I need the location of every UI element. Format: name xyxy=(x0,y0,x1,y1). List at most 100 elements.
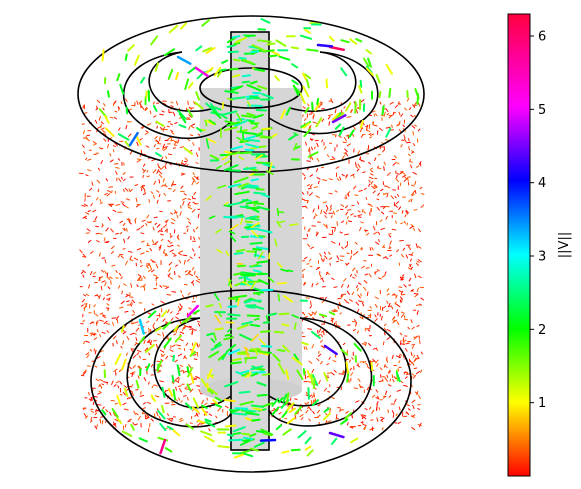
vector-arrow xyxy=(100,160,103,165)
vector-arrow xyxy=(328,178,333,181)
vector-arrow xyxy=(316,157,320,162)
vector-arrow xyxy=(357,201,360,205)
vector-arrow xyxy=(205,304,214,308)
vector-arrow xyxy=(144,343,155,354)
vector-arrow xyxy=(168,273,171,277)
vector-arrow xyxy=(196,181,200,185)
vector-arrow xyxy=(344,148,348,153)
vector-arrow xyxy=(303,281,306,286)
vector-arrow xyxy=(192,282,194,286)
vector-arrow xyxy=(414,88,420,100)
vector-arrow xyxy=(212,399,219,405)
vector-arrow xyxy=(293,132,299,136)
vector-arrow xyxy=(335,166,340,169)
vector-arrow xyxy=(126,218,131,222)
vector-arrow xyxy=(333,308,338,312)
vector-arrow xyxy=(240,273,256,277)
vector-arrow xyxy=(252,407,263,411)
vector-arrow xyxy=(345,211,349,216)
vector-arrow xyxy=(243,346,249,351)
vector-arrow xyxy=(191,209,196,213)
vector-arrow xyxy=(403,339,407,342)
vector-arrow xyxy=(171,375,175,383)
vector-arrow xyxy=(361,208,364,213)
vector-arrow xyxy=(336,255,340,260)
vector-arrow xyxy=(343,137,347,142)
vector-arrow xyxy=(354,318,357,323)
vector-arrow xyxy=(132,364,136,369)
vector-arrow xyxy=(407,153,411,157)
vector-arrow xyxy=(140,76,146,84)
vector-arrow xyxy=(355,251,359,254)
vector-arrow xyxy=(386,310,389,313)
vector-arrow xyxy=(289,397,292,401)
vector-arrow xyxy=(98,276,101,281)
vector-arrow xyxy=(408,358,411,363)
vector-arrow xyxy=(96,329,99,333)
vector-arrow xyxy=(216,248,223,254)
vector-arrow xyxy=(315,282,319,286)
vector-arrow xyxy=(156,125,158,129)
vector-arrow xyxy=(416,165,420,168)
vector-arrow xyxy=(172,389,177,401)
vector-arrow xyxy=(176,101,179,106)
vector-arrow xyxy=(100,285,103,291)
vector-arrow xyxy=(325,272,330,275)
vector-arrow xyxy=(375,389,379,393)
vector-arrow xyxy=(421,193,425,195)
vector-arrow xyxy=(146,340,150,343)
vector-arrow xyxy=(236,136,243,141)
vector-arrow xyxy=(186,326,192,328)
vector-arrow xyxy=(171,417,174,422)
vector-arrow xyxy=(278,55,291,61)
vector-arrow xyxy=(95,225,99,228)
vector-arrow xyxy=(130,332,135,336)
vector-arrow xyxy=(103,237,106,242)
vector-arrow xyxy=(406,97,410,102)
vector-arrow xyxy=(205,138,210,149)
vector-arrow xyxy=(375,359,379,364)
vector-arrow xyxy=(303,118,307,121)
vector-arrow xyxy=(377,153,381,156)
vector-arrow xyxy=(291,63,299,69)
vector-arrow xyxy=(418,228,421,233)
vector-arrow xyxy=(244,373,251,379)
vector-arrow xyxy=(320,257,324,262)
vector-arrow xyxy=(188,81,194,89)
vector-arrow xyxy=(182,201,185,206)
vector-arrow xyxy=(275,424,283,431)
vector-arrow xyxy=(385,257,389,260)
vector-arrow xyxy=(357,308,360,313)
vector-arrow xyxy=(341,220,345,223)
vector-arrow xyxy=(339,259,344,261)
vector-arrow xyxy=(170,311,173,314)
vector-arrow xyxy=(291,356,303,366)
vector-arrow xyxy=(375,73,381,84)
vector-arrow xyxy=(258,145,267,149)
vector-arrow xyxy=(89,349,93,352)
vector-arrow xyxy=(101,49,105,62)
vector-arrow xyxy=(141,219,146,222)
vector-arrow xyxy=(420,369,423,373)
vector-arrow xyxy=(314,146,316,150)
vector-arrow xyxy=(303,176,306,180)
vector-arrow xyxy=(259,438,277,442)
vector-arrow xyxy=(385,127,392,138)
vector-arrow xyxy=(364,273,368,276)
vector-arrow xyxy=(341,155,345,160)
vector-arrow xyxy=(375,406,378,411)
vector-arrow xyxy=(256,205,270,211)
vector-arrow xyxy=(170,212,173,215)
vector-arrow xyxy=(315,232,319,237)
vector-arrow xyxy=(326,208,328,212)
vector-arrow xyxy=(181,294,185,299)
vector-arrow xyxy=(314,311,317,316)
vector-arrow xyxy=(345,102,352,112)
vector-arrow xyxy=(151,159,156,162)
vector-arrow xyxy=(248,120,258,126)
vector-arrow xyxy=(361,416,364,420)
vector-arrow xyxy=(403,134,406,139)
vector-arrow xyxy=(407,177,409,182)
vector-arrow xyxy=(318,328,322,333)
vector-arrow xyxy=(193,191,197,196)
